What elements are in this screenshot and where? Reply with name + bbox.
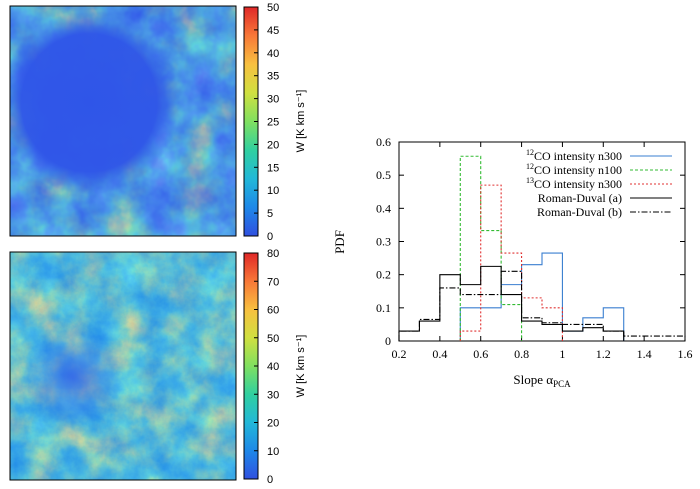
colorbar-tick-label: 35	[267, 71, 279, 83]
x-tick-label: 0.8	[514, 347, 529, 361]
colorbar-tick-label: 60	[267, 305, 279, 317]
y-axis-label: PDF	[332, 230, 347, 254]
x-axis-label-sub: PCA	[553, 379, 571, 389]
colorbar-bottom: 0 10 20 30 40 50 60 70 80 W [K km s⁻¹]	[243, 248, 307, 486]
legend-entry-label: 12CO intensity n300	[526, 148, 622, 163]
legend-entry-isotope: 12	[526, 162, 534, 171]
colorbar-tick-label: 0	[267, 474, 273, 486]
intensity-map-bottom	[9, 251, 237, 481]
legend-entry-isotope: 12	[526, 148, 534, 157]
x-axis-ticks: 0.2 0.4 0.6 0.8 1 1.2 1.4 1.6	[392, 142, 693, 361]
colorbar-top-ticks: 0 5 10 15 20 25 30 35 40 45 50	[254, 2, 279, 243]
colorbar-tick-label: 40	[267, 361, 279, 373]
y-tick-label: 0.6	[376, 135, 391, 149]
colorbar-bottom-ticks: 0 10 20 30 40 50 60 70 80	[254, 248, 279, 486]
colorbar-tick-label: 50	[267, 2, 279, 14]
x-tick-label: 1.4	[637, 347, 652, 361]
colorbar-tick-label: 25	[267, 117, 279, 129]
colorbar-top: 0 5 10 15 20 25 30 35 40 45 50 W [K km s⁻¹]	[243, 2, 307, 243]
colorbar-tick-label: 30	[267, 389, 279, 401]
legend-entry-label: 12CO intensity n100	[526, 162, 622, 177]
colorbar-tick-label: 80	[267, 248, 279, 260]
colorbar-tick-label: 30	[267, 94, 279, 106]
x-tick-label: 1.6	[678, 347, 693, 361]
colorbar-tick-label: 15	[267, 162, 279, 174]
colorbar-tick-label: 20	[267, 139, 279, 151]
y-tick-label: 0	[385, 334, 391, 348]
x-tick-label: 1.2	[596, 347, 611, 361]
histogram-series	[398, 155, 686, 341]
legend-entry-isotope: 13	[526, 176, 534, 185]
y-tick-label: 0.2	[376, 268, 391, 282]
y-axis-ticks: 0 0.1 0.2 0.3 0.4 0.5 0.6	[376, 135, 685, 348]
colorbar-tick-label: 70	[267, 276, 279, 288]
histogram-series-4	[398, 265, 625, 341]
legend-entry-label: Roman-Duval (a)	[538, 191, 622, 205]
x-tick-label: 0.4	[432, 347, 447, 361]
histogram-chart: 0.2 0.4 0.6 0.8 1 1.2 1.4 1.6 00.10.20.30.40.50…	[332, 135, 693, 389]
legend-entry-label: Roman-Duval (b)	[537, 205, 622, 219]
colorbar-tick-label: 10	[267, 446, 279, 458]
colorbar-tick-label: 20	[267, 418, 279, 430]
histogram-series-5	[398, 270, 686, 341]
colorbar-tick-label: 40	[267, 48, 279, 60]
y-tick-label: 0.4	[376, 201, 391, 215]
colorbar-bottom-label: W [K km s⁻¹]	[295, 335, 307, 398]
colorbar-tick-label: 10	[267, 185, 279, 197]
legend-entry-label: 13CO intensity n300	[526, 176, 622, 191]
colorbar-tick-label: 45	[267, 25, 279, 37]
legend-entry-name: CO intensity n100	[534, 163, 622, 177]
x-tick-label: 0.2	[392, 347, 407, 361]
colorbar-top-label: W [K km s⁻¹]	[295, 90, 307, 153]
x-tick-label: 1	[559, 347, 565, 361]
histogram-series-2	[459, 155, 523, 341]
x-tick-label: 0.6	[473, 347, 488, 361]
intensity-map-top	[9, 5, 237, 237]
colorbar-tick-label: 0	[267, 231, 273, 243]
colorbar-tick-label: 5	[267, 208, 273, 220]
y-tick-label: 0.5	[376, 168, 391, 182]
y-tick-label: 0.3	[376, 235, 391, 249]
colorbar-tick-label: 50	[267, 333, 279, 345]
y-tick-label: 0.1	[376, 301, 391, 315]
legend-entry-name: CO intensity n300	[534, 177, 622, 191]
x-axis-label-main: Slope α	[513, 372, 553, 387]
x-axis-label: Slope αPCA	[513, 372, 571, 389]
legend-entry-name: CO intensity n300	[534, 149, 622, 163]
histogram-series-1	[459, 252, 625, 341]
